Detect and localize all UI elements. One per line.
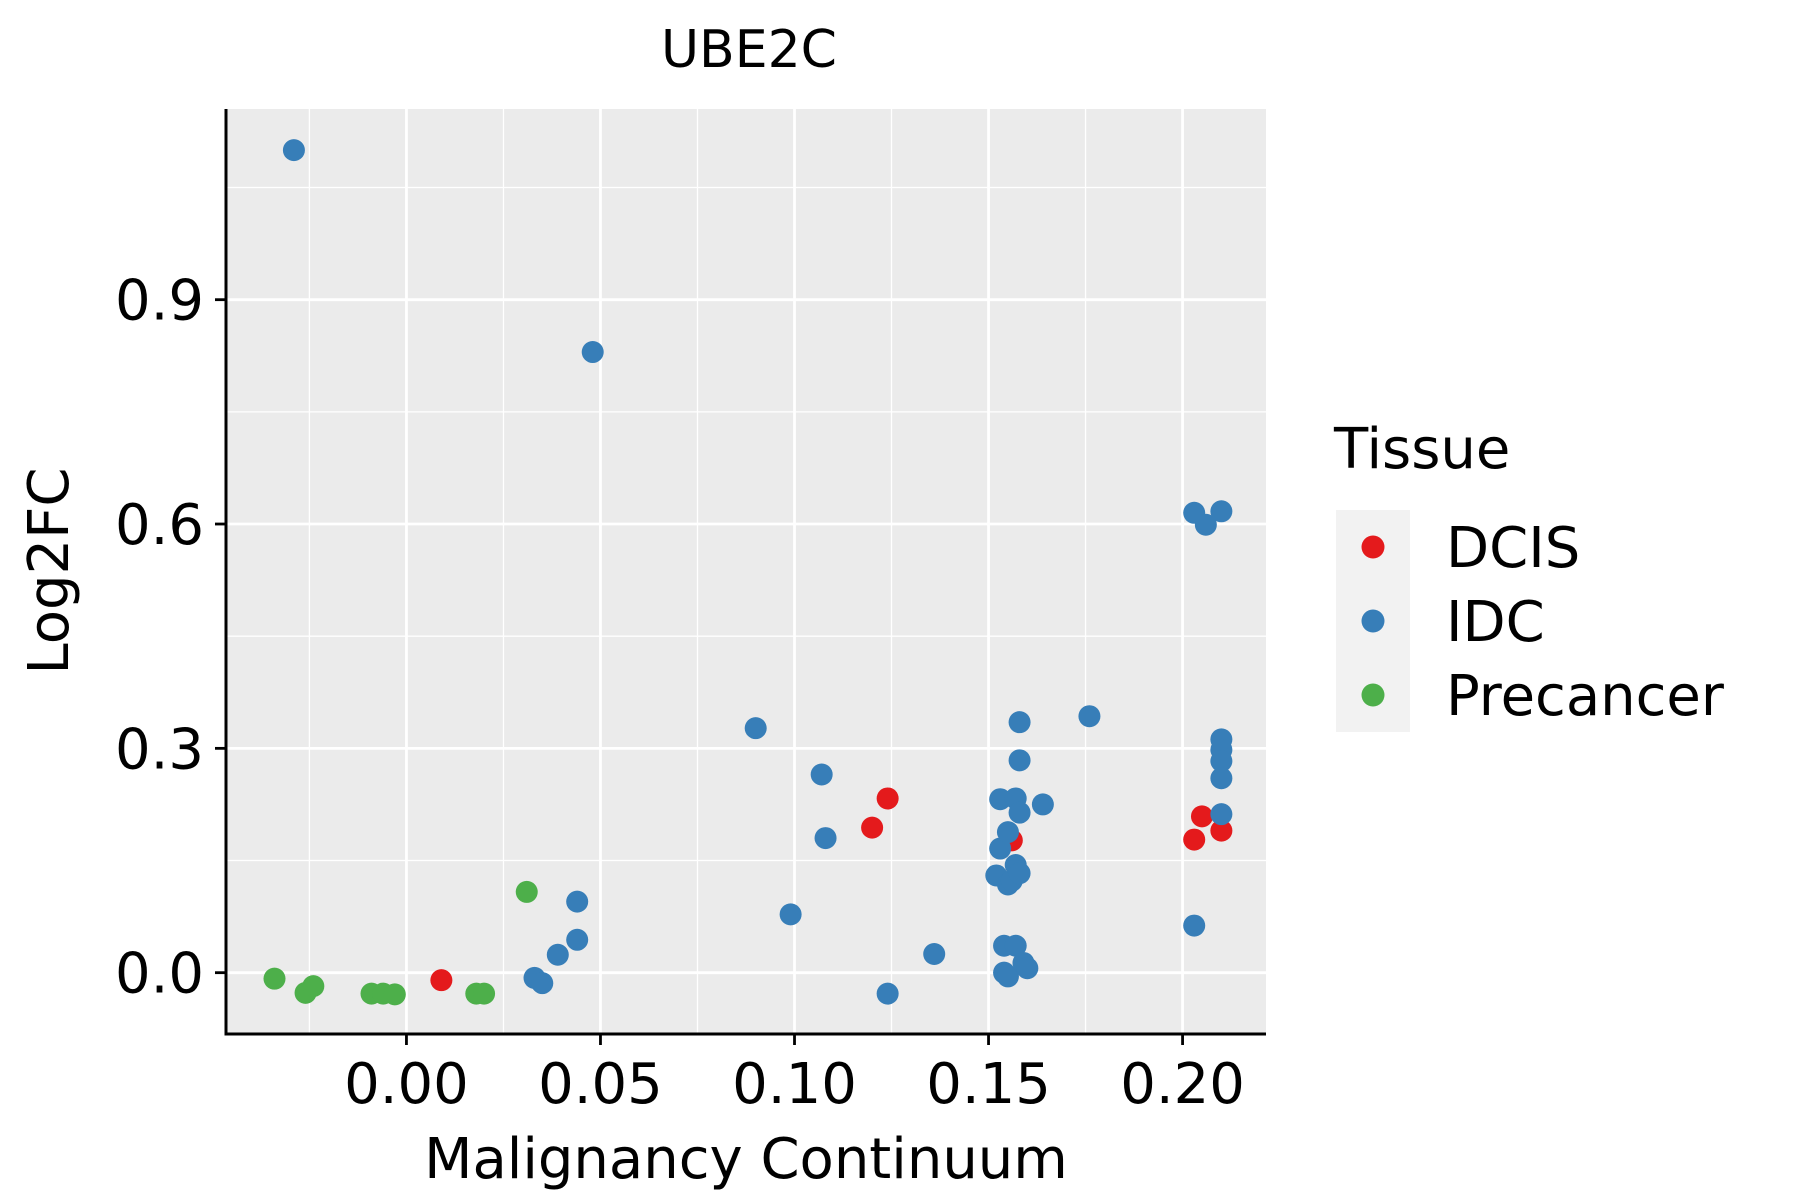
point-idc: [1078, 705, 1101, 728]
x-axis: 0.00 0.05 0.10 0.15 0.20: [344, 1034, 1245, 1117]
point-idc: [1008, 801, 1031, 824]
point-idc: [814, 827, 837, 850]
legend-marker-dcis: [1361, 535, 1385, 559]
y-tick-label: 0.9: [115, 269, 204, 334]
point-idc: [531, 972, 554, 995]
x-tick-label: 0.05: [538, 1052, 663, 1117]
chart-title: UBE2C: [661, 20, 837, 80]
point-idc: [989, 837, 1012, 860]
legend-marker-idc: [1361, 609, 1385, 633]
point-idc: [923, 942, 946, 965]
data-points: [263, 139, 1233, 1006]
point-idc: [1008, 862, 1031, 885]
point-idc: [996, 821, 1019, 844]
point-idc: [1016, 957, 1039, 980]
point-idc: [1210, 500, 1233, 523]
y-tick-label: 0.6: [115, 493, 204, 558]
grid-minor: [226, 109, 1266, 1034]
point-dcis: [1183, 828, 1206, 851]
legend-label-idc: IDC: [1446, 590, 1545, 655]
point-idc: [996, 965, 1019, 988]
y-axis: 0.0 0.3 0.6 0.9: [115, 269, 226, 1007]
point-precancer: [473, 982, 496, 1005]
point-idc: [779, 903, 802, 926]
point-precancer: [263, 967, 286, 990]
point-idc: [566, 928, 589, 951]
point-dcis: [1210, 819, 1233, 842]
point-precancer: [383, 983, 406, 1006]
point-idc: [566, 890, 589, 913]
point-idc: [546, 943, 569, 966]
legend-label-precancer: Precancer: [1446, 664, 1725, 729]
point-dcis: [1190, 805, 1213, 828]
x-tick-label: 0.10: [732, 1052, 857, 1117]
point-dcis: [876, 787, 899, 810]
x-tick-label: 0.15: [926, 1052, 1051, 1117]
point-idc: [876, 982, 899, 1005]
legend-marker-precancer: [1361, 683, 1385, 707]
point-idc: [1194, 513, 1217, 536]
y-axis-label: Log2FC: [17, 468, 82, 675]
point-idc: [1210, 750, 1233, 773]
y-tick-label: 0.3: [115, 717, 204, 782]
legend-entries: DCIS IDC Precancer: [1361, 516, 1725, 729]
point-idc: [1004, 934, 1027, 957]
point-idc: [1008, 711, 1031, 734]
point-dcis: [430, 969, 453, 992]
x-tick-label: 0.20: [1120, 1052, 1245, 1117]
point-idc: [1008, 749, 1031, 772]
point-precancer: [515, 880, 538, 903]
point-idc: [810, 763, 833, 786]
point-idc: [1031, 793, 1054, 816]
point-idc: [581, 341, 604, 364]
legend-title: Tissue: [1333, 417, 1510, 482]
point-idc: [989, 788, 1012, 811]
x-tick-label: 0.00: [344, 1052, 469, 1117]
legend-label-dcis: DCIS: [1446, 516, 1580, 581]
point-idc: [282, 139, 305, 162]
point-idc: [744, 717, 767, 740]
point-dcis: [861, 816, 884, 839]
point-idc: [1210, 767, 1233, 790]
x-axis-label: Malignancy Continuum: [424, 1127, 1068, 1192]
point-idc: [1210, 803, 1233, 826]
point-precancer: [302, 975, 325, 998]
plot-panel: [226, 109, 1266, 1034]
point-idc: [1183, 914, 1206, 937]
legend: Tissue DCIS IDC Precancer: [1333, 417, 1725, 732]
y-tick-label: 0.0: [115, 942, 204, 1007]
